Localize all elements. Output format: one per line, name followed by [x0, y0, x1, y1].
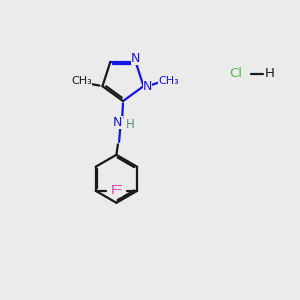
- Text: N: N: [143, 80, 152, 93]
- Text: N: N: [113, 116, 123, 129]
- Text: Cl: Cl: [229, 67, 242, 80]
- Text: N: N: [131, 52, 140, 65]
- Text: F: F: [115, 184, 122, 197]
- Text: F: F: [110, 184, 118, 197]
- Text: CH₃: CH₃: [158, 76, 179, 86]
- Text: H: H: [125, 118, 134, 131]
- Text: H: H: [265, 67, 275, 80]
- Text: CH₃: CH₃: [72, 76, 92, 86]
